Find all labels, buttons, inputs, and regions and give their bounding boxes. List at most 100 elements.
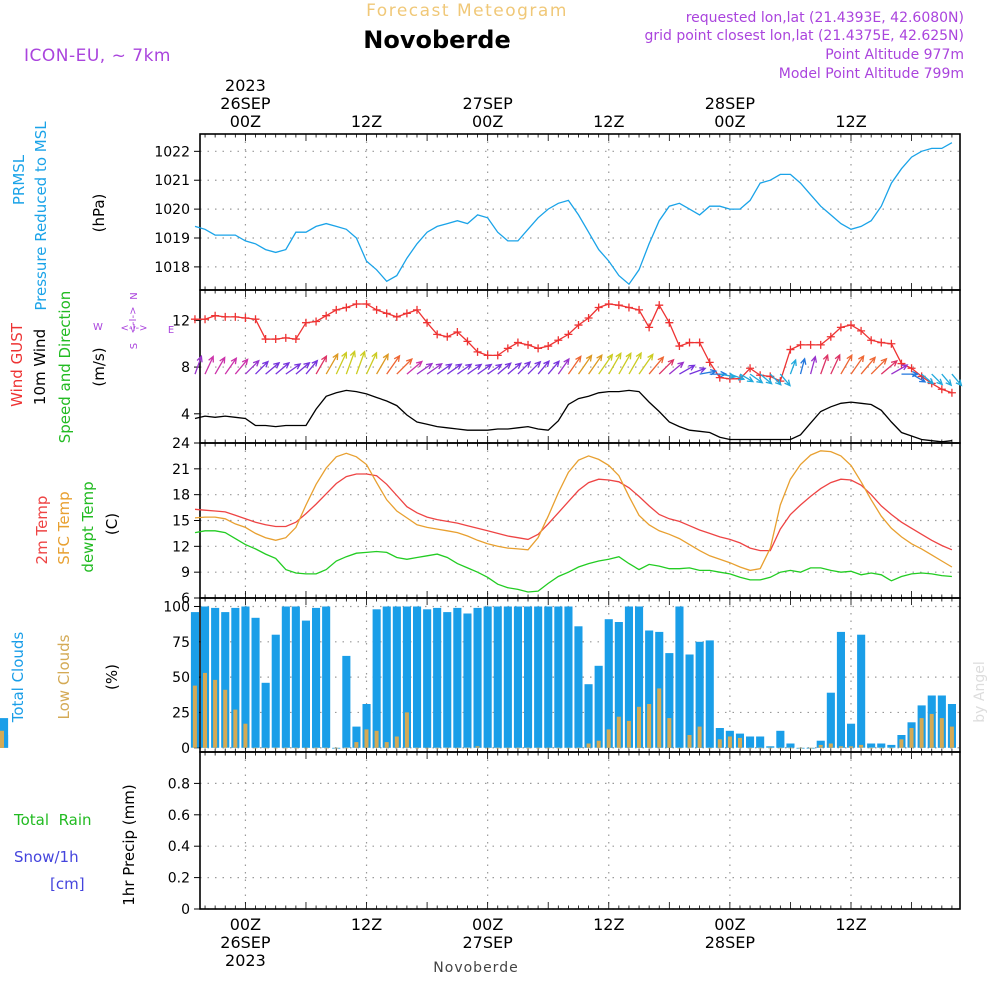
gust-point xyxy=(826,332,835,341)
gust-point xyxy=(271,335,280,344)
total-cloud-bar xyxy=(524,606,533,748)
bottom-time-label: 00Z xyxy=(714,915,745,934)
total-cloud-bar xyxy=(847,723,856,748)
compass-arrows: <-I-> xyxy=(121,323,148,334)
top-time-label: 27SEP xyxy=(463,94,514,113)
wind-direction-arrow xyxy=(265,361,281,375)
clouds-unit: (%) xyxy=(103,664,121,690)
wind-direction-arrow xyxy=(436,363,453,375)
total-cloud-bar xyxy=(746,736,755,748)
gust-point xyxy=(190,315,199,324)
gust-point xyxy=(877,338,886,347)
wind-direction-arrow xyxy=(416,362,434,375)
compass-rose: N S W E <-I-> <-I-> xyxy=(93,292,174,349)
total-cloud-bar xyxy=(251,617,260,748)
total-cloud-bar xyxy=(877,743,886,748)
dewpt-label: dewpt Temp xyxy=(79,481,97,572)
wind-direction-arrow xyxy=(658,358,675,375)
total-cloud-bar xyxy=(564,606,573,748)
gust-point xyxy=(312,317,321,326)
total-cloud-bar xyxy=(705,640,714,748)
y-tick-label: 24 xyxy=(172,436,190,452)
top-time-label: 28SEP xyxy=(705,94,756,113)
t2m-line xyxy=(194,473,953,552)
pressure-unit: (hPa) xyxy=(90,194,108,233)
wind-direction-arrow xyxy=(931,373,944,386)
wind-direction-arrow xyxy=(598,353,614,375)
wind-direction-arrow xyxy=(911,373,927,383)
gust-point xyxy=(746,364,755,373)
low-cloud-bar xyxy=(324,747,329,749)
low-cloud-bar xyxy=(0,730,4,748)
low-cloud-bar xyxy=(596,740,601,748)
low-cloud-bar xyxy=(505,747,510,749)
total-cloud-bar xyxy=(645,630,654,748)
wind-direction-arrow xyxy=(295,361,311,375)
low-cloud-bar xyxy=(788,747,793,749)
gust-line xyxy=(195,303,953,394)
wind-direction-arrow xyxy=(618,351,632,375)
wind-direction-arrow xyxy=(255,360,270,375)
total-cloud-bar xyxy=(826,692,835,748)
gust-point xyxy=(211,311,220,320)
low-cloud-bar xyxy=(869,747,874,749)
gust-point xyxy=(221,312,230,321)
low-cloud-bar xyxy=(707,747,712,749)
y-tick-label: 12 xyxy=(172,313,190,329)
gust-point xyxy=(635,305,644,314)
wind-direction-arrow xyxy=(921,373,935,385)
gust-point xyxy=(281,333,290,342)
gust-point xyxy=(261,335,270,344)
wind-direction-arrow xyxy=(365,351,378,375)
wind-direction-arrow xyxy=(648,356,665,375)
gust-point xyxy=(685,338,694,347)
low-cloud-bar xyxy=(233,709,238,748)
wind-direction-arrow xyxy=(557,357,570,375)
y-tick-label: 21 xyxy=(172,462,190,478)
gust-point xyxy=(251,315,260,324)
total-cloud-bar xyxy=(675,606,684,748)
total-cloud-bar xyxy=(513,606,522,748)
low-cloud-bar xyxy=(586,743,591,748)
gust-point xyxy=(402,309,411,318)
gust-point xyxy=(675,342,684,351)
y-tick-label: 0 xyxy=(181,741,190,757)
y-tick-label: 0.8 xyxy=(168,776,190,792)
compass-n: N xyxy=(129,292,140,299)
wind-direction-arrow xyxy=(588,353,603,375)
gust-point xyxy=(291,335,300,344)
low-cloud-bar xyxy=(909,728,914,748)
total-cloud-bar xyxy=(433,607,442,748)
low-cloud-bar xyxy=(828,743,833,748)
low-cloud-bar xyxy=(949,726,954,748)
gust-point xyxy=(554,336,563,345)
wind-direction-arrow xyxy=(567,355,582,375)
y-tick-label: 1018 xyxy=(154,260,190,276)
total-cloud-bar xyxy=(271,634,280,748)
wind-direction-arrow xyxy=(759,373,773,385)
wind-direction-arrow xyxy=(608,351,622,375)
gust-point xyxy=(665,318,674,327)
y-tick-label: 0.6 xyxy=(168,808,190,824)
wind-panel: Wind GUST 10m Wind Speed and Direction (… xyxy=(8,289,963,444)
total-cloud-bar xyxy=(554,606,563,748)
low-cloud-bar xyxy=(364,729,369,748)
wind-direction-arrow xyxy=(517,360,532,375)
low-cloud-bar xyxy=(223,689,228,748)
low-cloud-bar xyxy=(314,747,319,749)
wind-direction-arrow xyxy=(689,367,707,375)
total-cloud-bar xyxy=(604,619,613,748)
y-tick-label: 15 xyxy=(172,514,190,530)
low-cloud-bar xyxy=(384,742,389,748)
total-cloud-bar xyxy=(443,612,452,748)
wind-direction-arrow xyxy=(467,363,483,375)
model-altitude: Model Point Altitude 799m xyxy=(779,66,964,82)
low-cloud-bar xyxy=(717,739,722,748)
y-tick-label: 50 xyxy=(172,670,190,686)
wind-direction-arrow xyxy=(830,353,841,375)
total-cloud-bar xyxy=(594,665,603,748)
low-cloud-bar xyxy=(838,746,843,748)
low-cloud-bar xyxy=(374,730,379,748)
total-rain-label: Total Rain xyxy=(13,811,92,829)
